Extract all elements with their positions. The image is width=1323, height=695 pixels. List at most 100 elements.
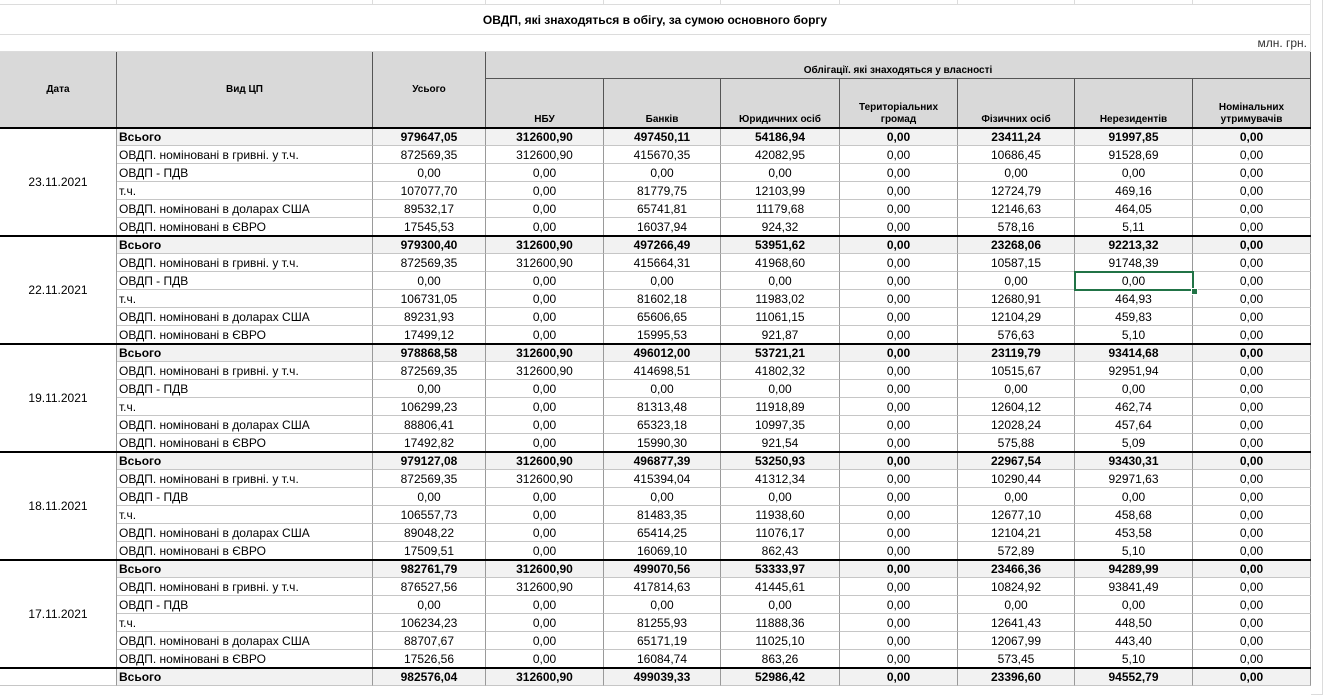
row-kind: ОВДП. номіновані в гривні. у т.ч.	[117, 470, 373, 488]
row-kind: Всього	[117, 560, 373, 578]
value-cell: 41968,60	[721, 254, 840, 272]
value-cell: 0,00	[1193, 488, 1311, 506]
row-kind: ОВДП - ПДВ	[117, 596, 373, 614]
row-kind: Всього	[117, 452, 373, 470]
value-cell: 0,00	[958, 488, 1075, 506]
value-cell: 0,00	[840, 290, 958, 308]
value-cell: 462,74	[1075, 398, 1193, 416]
value-cell: 12104,21	[958, 524, 1075, 542]
value-cell: 457,64	[1075, 416, 1193, 434]
value-cell: 0,00	[1193, 182, 1311, 200]
value-cell: 0,00	[604, 380, 721, 398]
row-kind: т.ч.	[117, 614, 373, 632]
value-cell: 0,00	[486, 524, 604, 542]
value-cell: 0,00	[1193, 524, 1311, 542]
value-cell: 65606,65	[604, 308, 721, 326]
value-cell: 65323,18	[604, 416, 721, 434]
value-cell: 41312,34	[721, 470, 840, 488]
value-cell: 499070,56	[604, 560, 721, 578]
value-cell: 0,00	[486, 290, 604, 308]
value-cell: 0,00	[486, 200, 604, 218]
value-cell: 92951,94	[1075, 362, 1193, 380]
value-cell: 0,00	[840, 326, 958, 344]
value-cell: 0,00	[1193, 362, 1311, 380]
value-cell: 0,00	[840, 434, 958, 452]
value-cell: 0,00	[486, 218, 604, 236]
value-cell: 0,00	[486, 488, 604, 506]
selected-cell	[1074, 271, 1194, 291]
date-cell: 23.11.2021	[0, 128, 117, 236]
date-cell: 17.11.2021	[0, 560, 117, 668]
row-kind: т.ч.	[117, 182, 373, 200]
value-cell: 107077,70	[373, 182, 486, 200]
value-cell: 0,00	[1193, 236, 1311, 254]
value-cell: 0,00	[1193, 164, 1311, 182]
value-cell: 5,09	[1075, 434, 1193, 452]
value-cell: 0,00	[1193, 128, 1311, 146]
value-cell: 0,00	[604, 488, 721, 506]
header-group: Облігації. які знаходяться у власності	[486, 52, 1311, 79]
value-cell: 464,93	[1075, 290, 1193, 308]
value-cell: 0,00	[1075, 164, 1193, 182]
value-cell: 0,00	[840, 416, 958, 434]
value-cell: 12146,63	[958, 200, 1075, 218]
value-cell: 0,00	[840, 308, 958, 326]
value-cell: 15995,53	[604, 326, 721, 344]
value-cell: 312600,90	[486, 560, 604, 578]
value-cell: 0,00	[840, 542, 958, 560]
value-cell: 0,00	[1193, 632, 1311, 650]
value-cell: 0,00	[486, 614, 604, 632]
row-kind: ОВДП. номіновані в ЄВРО	[117, 650, 373, 668]
value-cell: 0,00	[1193, 272, 1311, 290]
row-kind: ОВДП. номіновані в гривні. у т.ч.	[117, 362, 373, 380]
value-cell: 862,43	[721, 542, 840, 560]
value-cell: 312600,90	[486, 668, 604, 686]
value-cell: 0,00	[840, 164, 958, 182]
value-cell: 0,00	[840, 380, 958, 398]
row-kind: ОВДП. номіновані в доларах США	[117, 200, 373, 218]
value-cell: 0,00	[486, 506, 604, 524]
value-cell: 0,00	[840, 272, 958, 290]
value-cell: 0,00	[840, 578, 958, 596]
value-cell: 11918,89	[721, 398, 840, 416]
value-cell: 23411,24	[958, 128, 1075, 146]
value-cell: 0,00	[1193, 218, 1311, 236]
value-cell: 10824,92	[958, 578, 1075, 596]
value-cell: 0,00	[840, 632, 958, 650]
value-cell: 0,00	[1193, 542, 1311, 560]
value-cell: 16069,10	[604, 542, 721, 560]
value-cell: 23466,36	[958, 560, 1075, 578]
value-cell: 0,00	[1193, 344, 1311, 362]
value-cell: 94289,99	[1075, 560, 1193, 578]
value-cell: 93841,49	[1075, 578, 1193, 596]
value-cell: 0,00	[1193, 290, 1311, 308]
value-cell: 23396,60	[958, 668, 1075, 686]
value-cell: 23268,06	[958, 236, 1075, 254]
value-cell: 0,00	[486, 542, 604, 560]
value-cell: 11061,15	[721, 308, 840, 326]
value-cell: 312600,90	[486, 146, 604, 164]
value-cell: 17499,12	[373, 326, 486, 344]
value-cell: 0,00	[840, 596, 958, 614]
value-cell: 10997,35	[721, 416, 840, 434]
value-cell: 0,00	[486, 380, 604, 398]
value-cell: 464,05	[1075, 200, 1193, 218]
value-cell: 578,16	[958, 218, 1075, 236]
value-cell: 0,00	[958, 164, 1075, 182]
value-cell: 106234,23	[373, 614, 486, 632]
value-cell: 11025,10	[721, 632, 840, 650]
value-cell: 496877,39	[604, 452, 721, 470]
value-cell: 0,00	[958, 272, 1075, 290]
value-cell: 0,00	[840, 344, 958, 362]
value-cell: 872569,35	[373, 470, 486, 488]
value-cell: 0,00	[840, 470, 958, 488]
header-column: Нерезидентів	[1075, 79, 1193, 128]
grid-cell	[117, 0, 373, 5]
value-cell: 12028,24	[958, 416, 1075, 434]
value-cell: 81483,35	[604, 506, 721, 524]
value-cell: 982576,04	[373, 668, 486, 686]
value-cell: 0,00	[1193, 560, 1311, 578]
value-cell: 12067,99	[958, 632, 1075, 650]
value-cell: 872569,35	[373, 254, 486, 272]
value-cell: 982761,79	[373, 560, 486, 578]
